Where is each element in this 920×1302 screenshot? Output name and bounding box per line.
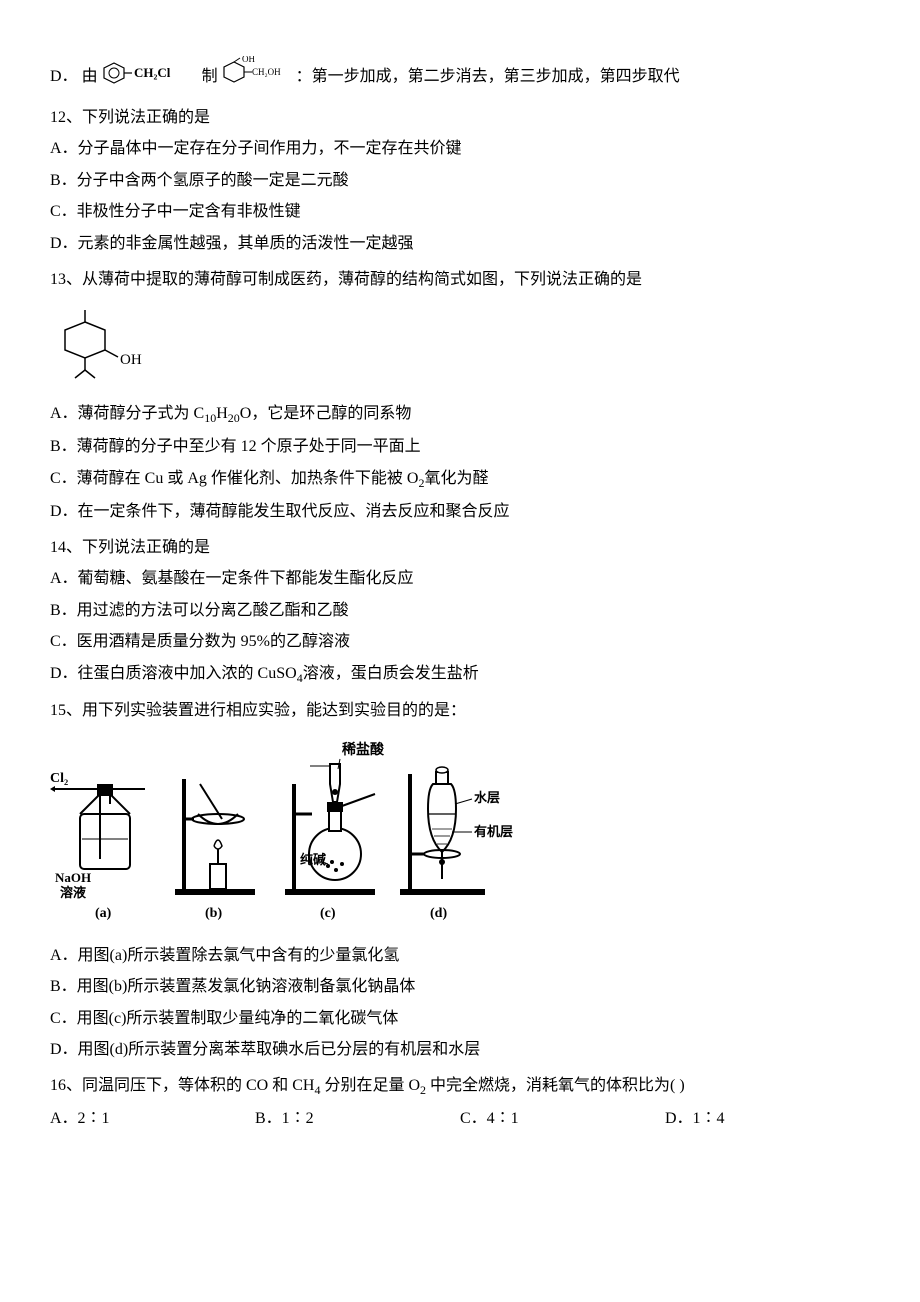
q12-option-b: B．分子中含两个氢原子的酸一定是二元酸: [50, 168, 870, 194]
svg-text:(c): (c): [320, 906, 336, 921]
q11d-mid: 制: [202, 68, 218, 85]
question-13: 13、从薄荷中提取的薄荷醇可制成医药，薄荷醇的结构简式如图，下列说法正确的是 O…: [50, 267, 870, 525]
q16-option-c: C．4∶1: [460, 1106, 665, 1132]
benzyl-chloride-structure: CH₂Cl: [102, 59, 198, 96]
q13c-post: 氧化为醛: [424, 470, 488, 487]
svg-text:CH₂Cl: CH₂Cl: [134, 65, 171, 80]
question-16: 16、同温同压下，等体积的 CO 和 CH4 分别在足量 O2 中完全燃烧，消耗…: [50, 1073, 870, 1132]
apparatus-a: Cl₂ NaOH 溶液 (a): [50, 771, 145, 921]
svg-text:纯碱: 纯碱: [300, 852, 326, 867]
q13a-sub2: 20: [228, 411, 240, 425]
q15-option-c: C．用图(c)所示装置制取少量纯净的二氧化碳气体: [50, 1006, 870, 1032]
svg-text:水层: 水层: [474, 790, 500, 805]
q16-stem-pre: 16、同温同压下，等体积的 CO 和 CH: [50, 1077, 314, 1094]
apparatus-c: 稀盐酸 纯碱 (c): [285, 741, 385, 921]
q16-option-a: A．2∶1: [50, 1106, 255, 1132]
q16-stem-post: 中完全燃烧，消耗氧气的体积比为( ): [426, 1077, 685, 1094]
q13a-pre: A．薄荷醇分子式为 C: [50, 405, 204, 422]
q11d-prefix: 由: [82, 68, 98, 85]
q11d-letter: D．: [50, 68, 78, 85]
q16-options: A．2∶1 B．1∶2 C．4∶1 D．1∶4: [50, 1106, 870, 1132]
q12-stem: 12、下列说法正确的是: [50, 105, 870, 131]
question-12: 12、下列说法正确的是 A．分子晶体中一定存在分子间作用力，不一定存在共价键 B…: [50, 105, 870, 257]
q12-option-a: A．分子晶体中一定存在分子间作用力，不一定存在共价键: [50, 136, 870, 162]
q13-option-d: D．在一定条件下，薄荷醇能发生取代反应、消去反应和聚合反应: [50, 499, 870, 525]
svg-text:OH: OH: [120, 352, 142, 368]
q15-stem: 15、用下列实验装置进行相应实验，能达到实验目的的是：: [50, 698, 870, 724]
menthol-structure: OH: [50, 302, 870, 391]
svg-text:稀盐酸: 稀盐酸: [342, 741, 385, 758]
q13a-sub1: 10: [204, 411, 216, 425]
svg-text:(d): (d): [430, 906, 447, 921]
q13-option-b: B．薄荷醇的分子中至少有 12 个原子处于同一平面上: [50, 434, 870, 460]
q11-option-d: D． 由 CH₂Cl 制 OH CH₂OH ：第一步加成，第二步消去，第三步加成…: [50, 56, 870, 99]
q15-apparatus-diagram: Cl₂ NaOH 溶液 (a): [50, 734, 870, 933]
q15-option-a: A．用图(a)所示装置除去氯气中含有的少量氯化氢: [50, 943, 870, 969]
q16-stem: 16、同温同压下，等体积的 CO 和 CH4 分别在足量 O2 中完全燃烧，消耗…: [50, 1073, 870, 1100]
q16-stem-mid: 分别在足量 O: [320, 1077, 420, 1094]
q16-option-b: B．1∶2: [255, 1106, 460, 1132]
q13c-pre: C．薄荷醇在 Cu 或 Ag 作催化剂、加热条件下能被 O: [50, 470, 418, 487]
q13-option-a: A．薄荷醇分子式为 C10H20O，它是环己醇的同系物: [50, 401, 870, 428]
q15-option-d: D．用图(d)所示装置分离苯萃取碘水后已分层的有机层和水层: [50, 1037, 870, 1063]
q14d-pre: D．往蛋白质溶液中加入浓的 CuSO: [50, 665, 297, 682]
q13-option-c: C．薄荷醇在 Cu 或 Ag 作催化剂、加热条件下能被 O2氧化为醛: [50, 466, 870, 493]
question-14: 14、下列说法正确的是 A．葡萄糖、氨基酸在一定条件下都能发生酯化反应 B．用过…: [50, 535, 870, 689]
svg-text:Cl₂: Cl₂: [50, 771, 68, 786]
q13-stem: 13、从薄荷中提取的薄荷醇可制成医药，薄荷醇的结构简式如图，下列说法正确的是: [50, 267, 870, 293]
q15-option-b: B．用图(b)所示装置蒸发氯化钠溶液制备氯化钠晶体: [50, 974, 870, 1000]
q14-option-d: D．往蛋白质溶液中加入浓的 CuSO4溶液，蛋白质会发生盐析: [50, 661, 870, 688]
q14d-post: 溶液，蛋白质会发生盐析: [303, 665, 479, 682]
svg-text:OH: OH: [242, 56, 255, 64]
apparatus-d: 水层 有机层 (d): [400, 767, 513, 921]
svg-text:有机层: 有机层: [474, 824, 513, 839]
q14-option-c: C．医用酒精是质量分数为 95%的乙醇溶液: [50, 629, 870, 655]
q13a-post: O，它是环己醇的同系物: [240, 405, 412, 422]
svg-text:NaOH: NaOH: [55, 870, 91, 885]
svg-text:溶液: 溶液: [60, 885, 86, 900]
q14-stem: 14、下列说法正确的是: [50, 535, 870, 561]
q14-option-a: A．葡萄糖、氨基酸在一定条件下都能发生酯化反应: [50, 566, 870, 592]
q12-option-d: D．元素的非金属性越强，其单质的活泼性一定越强: [50, 231, 870, 257]
svg-text:CH₂OH: CH₂OH: [252, 67, 281, 77]
question-15: 15、用下列实验装置进行相应实验，能达到实验目的的是：: [50, 698, 870, 1063]
q11d-tail: ：第一步加成，第二步消去，第三步加成，第四步取代: [296, 68, 680, 85]
cyclohexane-diol-structure: OH CH₂OH: [222, 56, 292, 99]
svg-text:(b): (b): [205, 906, 222, 921]
apparatus-b: (b): [175, 779, 255, 921]
svg-text:(a): (a): [95, 906, 112, 921]
q13a-mid: H: [216, 405, 228, 422]
q14-option-b: B．用过滤的方法可以分离乙酸乙酯和乙酸: [50, 598, 870, 624]
q16-option-d: D．1∶4: [665, 1106, 870, 1132]
q12-option-c: C．非极性分子中一定含有非极性键: [50, 199, 870, 225]
